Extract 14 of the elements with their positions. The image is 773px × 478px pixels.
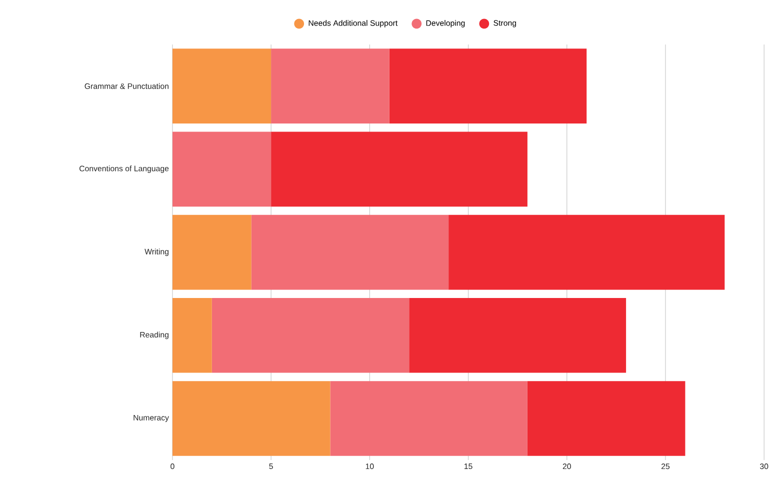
- bar: [172, 48, 272, 124]
- bar: [212, 298, 410, 373]
- bar: [330, 381, 528, 456]
- bar: [527, 381, 686, 456]
- bar: [172, 214, 252, 290]
- bar: [271, 132, 528, 207]
- bar: [389, 48, 587, 124]
- bar: [251, 214, 449, 290]
- bar: [409, 298, 626, 373]
- bar: [172, 298, 212, 373]
- bar: [172, 381, 330, 456]
- bar: [271, 48, 390, 124]
- bar: [172, 132, 272, 207]
- bar: [448, 214, 725, 290]
